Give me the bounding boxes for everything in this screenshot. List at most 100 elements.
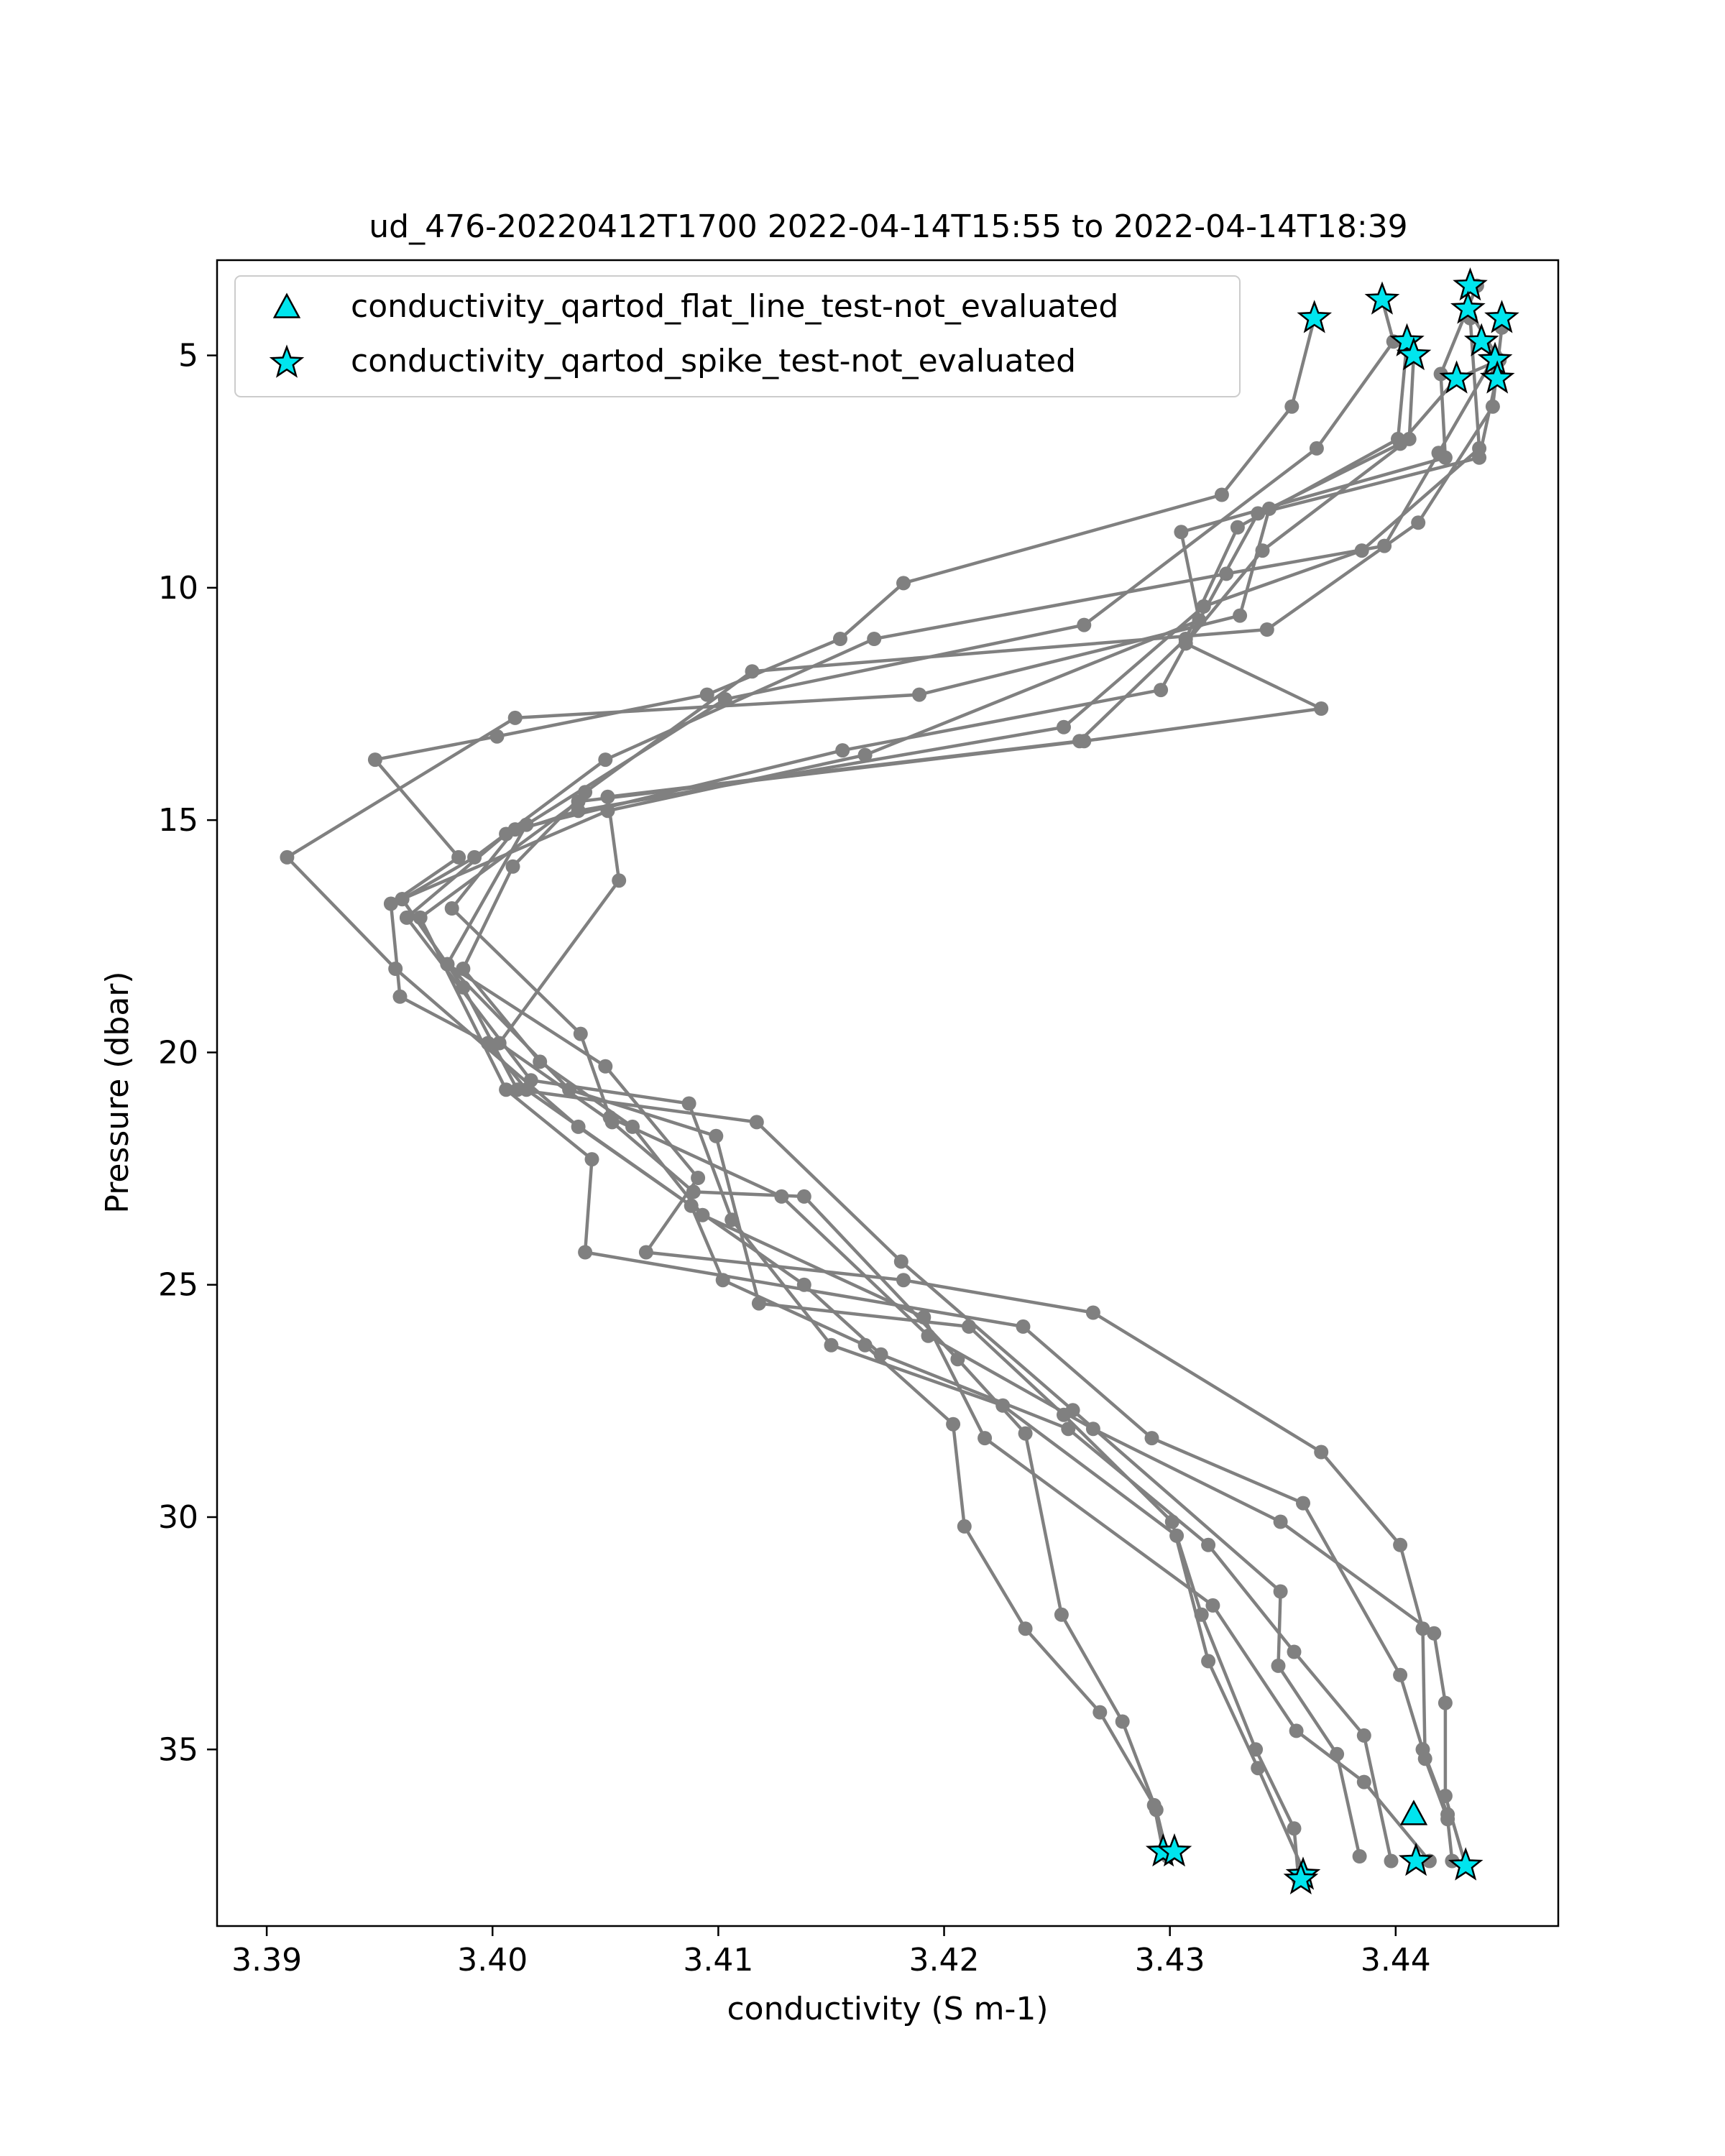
profile-point <box>1251 1761 1266 1776</box>
profile-point <box>1415 1621 1430 1636</box>
spike-test-star-marker <box>1389 323 1425 356</box>
profile-point <box>1192 613 1207 628</box>
profile-point <box>533 1054 548 1069</box>
profile-point <box>600 789 615 804</box>
profile-point <box>774 1189 789 1204</box>
profile-point <box>1085 1305 1100 1320</box>
profile-point <box>598 1059 613 1074</box>
profile-point <box>1214 487 1229 502</box>
spike-test-star-marker <box>1297 300 1333 333</box>
profile-point <box>796 1189 811 1204</box>
profile-point <box>691 1171 706 1185</box>
y-tick-label: 10 <box>158 570 198 607</box>
profile-point <box>492 1036 507 1051</box>
profile-point <box>912 687 926 702</box>
profile-point <box>957 1519 972 1534</box>
profile-point <box>578 785 593 800</box>
profile-point <box>1354 543 1369 558</box>
profile-points <box>280 278 1509 1887</box>
profile-point <box>1393 436 1408 451</box>
x-axis-ticks: 3.39 3.40 3.41 3.42 3.43 3.44 <box>231 1926 1431 1978</box>
profile-point <box>709 1128 724 1143</box>
profile-point <box>1393 1537 1408 1552</box>
profile-point <box>1314 1445 1329 1460</box>
profile-point <box>1154 683 1169 698</box>
spike-test-star-marker <box>1463 323 1499 356</box>
spike-test-star-marker <box>1364 281 1400 315</box>
spike-test-star-marker <box>1484 300 1519 333</box>
y-tick-label: 20 <box>158 1034 198 1071</box>
profile-point <box>824 1337 839 1353</box>
profile-point <box>1384 1853 1399 1869</box>
profile-point <box>1205 1598 1220 1613</box>
profile-point <box>440 957 455 972</box>
profile-point <box>600 803 615 819</box>
x-tick-label: 3.43 <box>1135 1942 1205 1978</box>
profile-point <box>399 910 414 925</box>
profile-point <box>562 1082 577 1097</box>
profile-point <box>1377 538 1392 553</box>
profile-point <box>467 849 482 865</box>
profile-point <box>1438 1695 1453 1710</box>
profile-point <box>507 822 523 837</box>
spike-test-star-marker <box>1479 360 1515 394</box>
profile-point <box>612 873 627 888</box>
y-tick-label: 5 <box>178 338 198 374</box>
qartod-flag-markers <box>1145 267 1519 1894</box>
profile-point <box>1314 701 1329 716</box>
legend-frame <box>234 275 1241 397</box>
profile-point <box>835 743 850 758</box>
profile-point <box>1259 622 1274 637</box>
profile-point <box>388 962 403 976</box>
spike-test-star-marker <box>1448 1847 1484 1881</box>
profile-point <box>505 859 520 874</box>
profile-point <box>1174 525 1189 540</box>
plot-frame <box>216 259 1560 1927</box>
profile-point <box>1077 617 1092 632</box>
legend-markers <box>269 292 305 378</box>
profile-point <box>745 664 760 679</box>
chart-title: ud_476-20220412T1700 2022-04-14T15:55 to… <box>369 208 1407 245</box>
profile-point <box>1077 734 1092 749</box>
profile-point <box>715 1273 730 1288</box>
profile-point <box>1149 1802 1164 1818</box>
profile-point <box>489 729 505 744</box>
profile-line-6 <box>405 318 1481 1880</box>
profile-point <box>1201 1654 1216 1669</box>
profile-point <box>1164 1514 1179 1529</box>
profile-point <box>392 989 408 1004</box>
profile-point <box>1115 1714 1130 1729</box>
profile-point <box>896 1273 911 1288</box>
spike-test-star-marker <box>1450 290 1486 324</box>
profile-point <box>1092 1705 1108 1720</box>
profile-point <box>1287 1821 1302 1836</box>
profile-point <box>1144 1431 1159 1446</box>
profile-point <box>1431 446 1446 461</box>
legend-label-spike: conductivity_qartod_spike_test-not_evalu… <box>351 343 1076 379</box>
profile-point <box>578 1245 593 1260</box>
legend-triangle-icon <box>272 292 301 318</box>
profile-point <box>444 901 459 916</box>
profile-point <box>873 1347 888 1362</box>
profile-point <box>638 1245 653 1260</box>
profile-point <box>950 1352 965 1367</box>
profile-point <box>1356 1774 1371 1789</box>
profile-point <box>1296 1496 1310 1511</box>
spike-test-star-marker <box>1283 1861 1319 1894</box>
spike-test-star-marker <box>1156 1833 1192 1867</box>
profile-point <box>1284 399 1300 414</box>
profile-point <box>1273 1514 1288 1529</box>
profile-point <box>1427 1626 1442 1641</box>
profile-point <box>857 747 873 763</box>
profile-line-1 <box>373 318 1316 1852</box>
profile-point <box>695 1207 710 1222</box>
profile-point <box>978 1431 993 1446</box>
profile-point <box>1194 1607 1209 1622</box>
profile-line-9 <box>285 308 1501 1861</box>
profile-point <box>684 1198 699 1213</box>
y-tick-label: 30 <box>158 1499 198 1536</box>
profile-point <box>1169 1528 1184 1543</box>
x-tick-label: 3.41 <box>683 1942 753 1978</box>
profile-point <box>367 752 382 768</box>
profile-point <box>921 1328 936 1343</box>
